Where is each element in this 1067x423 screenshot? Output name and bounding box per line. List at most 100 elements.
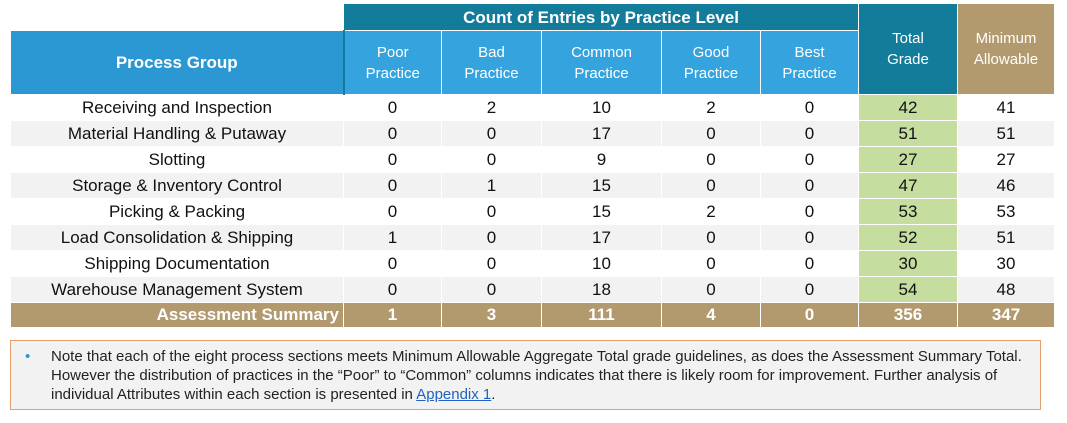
count-cell: 0	[343, 276, 442, 303]
total-cell: 51	[858, 120, 958, 147]
summary-count: 4	[661, 302, 761, 328]
summary-count: 0	[760, 302, 859, 328]
minimum-cell: 27	[957, 146, 1055, 173]
count-cell: 0	[343, 172, 442, 199]
total-cell: 47	[858, 172, 958, 199]
process-group: Shipping Documentation	[10, 250, 344, 277]
count-cell: 0	[760, 250, 859, 277]
summary-label: Assessment Summary	[10, 302, 344, 328]
count-cell: 0	[760, 198, 859, 225]
process-group: Material Handling & Putaway	[10, 120, 344, 147]
minimum-cell: 30	[957, 250, 1055, 277]
process-group: Receiving and Inspection	[10, 94, 344, 121]
count-cell: 0	[661, 120, 761, 147]
count-cell: 10	[541, 94, 662, 121]
count-cell: 0	[441, 120, 542, 147]
count-cell: 0	[343, 94, 442, 121]
header-cell: Poor Practice	[343, 30, 442, 95]
count-cell: 17	[541, 224, 662, 251]
count-cell: 0	[760, 172, 859, 199]
count-cell: 0	[661, 224, 761, 251]
note-end: .	[491, 386, 496, 403]
count-cell: 0	[343, 250, 442, 277]
count-cell: 0	[760, 224, 859, 251]
minimum-cell: 51	[957, 120, 1055, 147]
count-cell: 9	[541, 146, 662, 173]
minimum-cell: 51	[957, 224, 1055, 251]
note-box: • Note that each of the eight process sec…	[10, 340, 1041, 410]
summary-row: Assessment Summary 1 3 111 4 0 356 347	[10, 302, 1055, 328]
table-row: Warehouse Management System 0 0 18 0 0 54 48	[10, 276, 1055, 303]
header-text: Bad Practice	[464, 43, 519, 82]
count-cell: 0	[661, 172, 761, 199]
total-cell: 42	[858, 94, 958, 121]
count-cell: 0	[760, 146, 859, 173]
header-cell: Process Group	[10, 30, 345, 95]
count-cell: 1	[343, 224, 442, 251]
total-cell: 53	[858, 198, 958, 225]
count-cell: 2	[661, 94, 761, 121]
minimum-cell: 53	[957, 198, 1055, 225]
table-row: Storage & Inventory Control 0 1 15 0 0 47 46	[10, 172, 1055, 199]
count-cell: 0	[343, 146, 442, 173]
count-cell: 0	[760, 120, 859, 147]
note-text: Note that each of the eight process sect…	[51, 348, 1022, 403]
count-cell: 0	[661, 276, 761, 303]
header-text: Minimum Allowable	[973, 30, 1039, 68]
total-cell: 30	[858, 250, 958, 277]
count-cell: 1	[441, 172, 542, 199]
header-text: Good Practice	[683, 43, 739, 82]
process-group: Picking & Packing	[10, 198, 344, 225]
header-cell: Bad Practice	[441, 30, 542, 95]
count-cell: 0	[661, 250, 761, 277]
table-row: Load Consolidation & Shipping 1 0 17 0 0 52 51	[10, 224, 1055, 251]
minimum-cell: 48	[957, 276, 1055, 303]
count-cell: 0	[441, 198, 542, 225]
header-cell: Best Practice	[760, 30, 859, 95]
process-group: Slotting	[10, 146, 344, 173]
count-cell: 0	[661, 146, 761, 173]
count-cell: 17	[541, 120, 662, 147]
header-cell: Minimum Allowable	[957, 3, 1055, 95]
table-row: Shipping Documentation 0 0 10 0 0 30 30	[10, 250, 1055, 277]
count-cell: 10	[541, 250, 662, 277]
table-row: Slotting 0 0 9 0 0 27 27	[10, 146, 1055, 173]
summary-total: 356	[858, 302, 958, 328]
header-text: Poor Practice	[365, 43, 420, 82]
header-cell: Good Practice	[661, 30, 761, 95]
count-cell: 0	[760, 94, 859, 121]
process-group: Warehouse Management System	[10, 276, 344, 303]
process-group: Storage & Inventory Control	[10, 172, 344, 199]
total-cell: 52	[858, 224, 958, 251]
count-cell: 2	[661, 198, 761, 225]
minimum-cell: 46	[957, 172, 1055, 199]
count-cell: 2	[441, 94, 542, 121]
count-cell: 0	[441, 224, 542, 251]
group-header: Count of Entries by Practice Level	[343, 3, 859, 31]
total-cell: 54	[858, 276, 958, 303]
appendix-link[interactable]: Appendix 1	[416, 386, 492, 403]
count-cell: 0	[441, 146, 542, 173]
header-text: Total Grade	[887, 30, 929, 68]
table-row: Picking & Packing 0 0 15 2 0 53 53	[10, 198, 1055, 225]
spacer	[10, 3, 344, 31]
table-row: Receiving and Inspection 0 2 10 2 0 42 41	[10, 94, 1055, 121]
count-cell: 15	[541, 172, 662, 199]
count-cell: 15	[541, 198, 662, 225]
count-cell: 0	[760, 276, 859, 303]
total-cell: 27	[858, 146, 958, 173]
assessment-table: Count of Entries by Practice Level Total…	[10, 3, 1055, 328]
count-cell: 0	[441, 276, 542, 303]
header-cell: Total Grade	[858, 3, 958, 95]
header-text: Common Practice	[571, 43, 632, 82]
count-cell: 18	[541, 276, 662, 303]
table-row: Material Handling & Putaway 0 0 17 0 0 51 51	[10, 120, 1055, 147]
bullet: •	[25, 348, 31, 365]
header-text: Best Practice	[782, 43, 837, 82]
count-cell: 0	[441, 250, 542, 277]
summary-minimum: 347	[957, 302, 1055, 328]
minimum-cell: 41	[957, 94, 1055, 121]
summary-count: 1	[343, 302, 442, 328]
summary-count: 111	[541, 302, 662, 328]
